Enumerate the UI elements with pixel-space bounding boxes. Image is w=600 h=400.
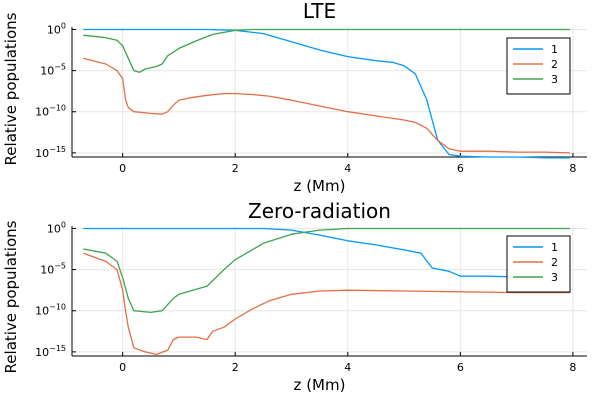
y-tick-label: 100 [47,21,66,36]
x-axis-label: z (Mm) [294,177,346,195]
legend-label-1: 1 [551,43,558,56]
x-axis-label: z (Mm) [294,376,346,394]
y-tick-label: 10−5 [40,63,66,78]
chart-zero-radiation: 0 2 4 6 8 100 10−5 10−10 10−15 Zero-radiation z (M… [2,199,587,394]
series-line-2 [83,252,571,356]
y-tick-label: 100 [47,220,66,235]
series-line-3 [83,28,571,73]
chart-lte: 0 2 4 6 8 100 10−5 10−10 10−15 LTE z (Mm) Relative … [2,0,587,195]
y-tick-label: 10−15 [35,145,66,160]
legend-label-2: 2 [551,256,558,269]
series-line-3 [83,227,571,314]
x-tick-label: 0 [119,162,126,175]
legend: 1 2 3 [506,235,571,293]
y-tick-label: 10−5 [40,262,66,277]
y-tick-label: 10−15 [35,344,66,359]
series-line-1 [83,28,571,159]
x-tick-label: 8 [569,361,576,374]
y-axis-label: Relative populations [2,220,20,373]
legend-label-1: 1 [551,241,558,254]
x-tick-label: 4 [344,361,351,374]
legend: 1 2 3 [506,37,571,95]
legend-label-3: 3 [551,271,558,284]
legend-box [506,235,571,293]
legend-box [506,37,571,95]
x-tick-label: 0 [119,361,126,374]
legend-label-3: 3 [551,73,558,86]
y-tick-label: 10−10 [35,104,66,119]
x-tick-label: 6 [457,361,464,374]
x-tick-label: 4 [344,162,351,175]
x-tick-label: 6 [457,162,464,175]
x-tick-label: 2 [232,361,239,374]
x-tick-label: 2 [232,162,239,175]
legend-label-2: 2 [551,58,558,71]
x-tick-label: 8 [569,162,576,175]
y-tick-label: 10−10 [35,303,66,318]
chart-title: LTE [303,0,336,23]
series-line-1 [83,227,571,279]
chart-title: Zero-radiation [248,199,391,223]
y-axis-label: Relative populations [2,12,20,165]
series-line-2 [83,57,571,154]
